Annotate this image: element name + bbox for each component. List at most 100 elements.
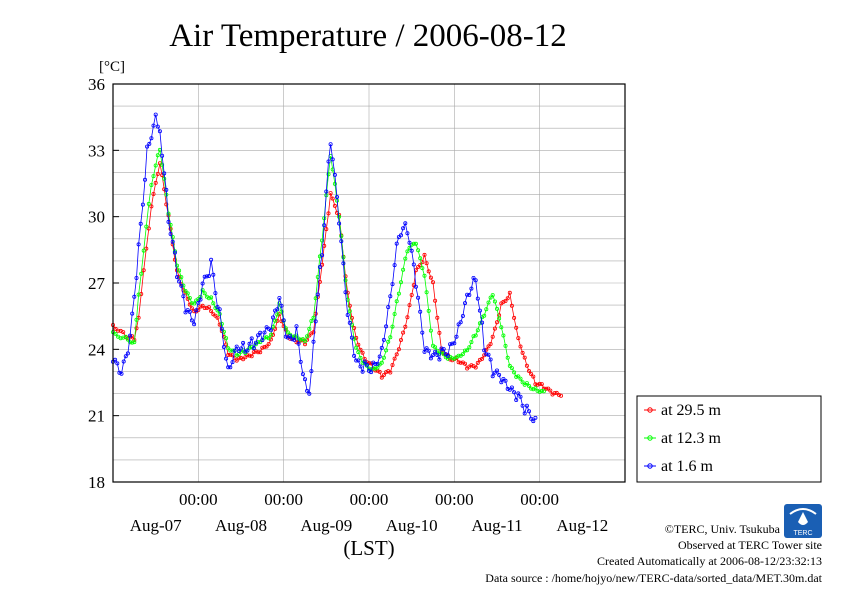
data-point (192, 301, 197, 306)
data-point (166, 211, 171, 216)
data-point (139, 271, 144, 276)
data-point (224, 356, 229, 361)
data-point (309, 331, 314, 336)
data-point (435, 352, 440, 357)
data-point (482, 353, 487, 358)
data-point (450, 356, 455, 361)
data-point (153, 180, 158, 185)
data-point (356, 358, 361, 363)
data-point (403, 221, 408, 226)
data-point (529, 386, 534, 391)
data-point (354, 358, 359, 363)
data-point (356, 342, 361, 347)
data-point (204, 305, 209, 310)
data-point (494, 368, 499, 373)
legend-label: at 1.6 m (661, 458, 714, 475)
data-point (375, 361, 380, 366)
data-point (140, 202, 145, 207)
data-point (503, 378, 508, 383)
data-point (347, 309, 352, 314)
data-point (136, 242, 141, 247)
data-point (247, 341, 252, 346)
data-point (401, 226, 406, 231)
data-point (213, 313, 218, 318)
y-tick-label: 36 (88, 75, 105, 94)
data-point (262, 344, 267, 349)
data-point (386, 305, 391, 310)
series-layer (111, 112, 564, 424)
data-point (247, 353, 252, 358)
data-point (411, 241, 416, 246)
data-point (518, 376, 523, 381)
data-point (153, 163, 158, 168)
data-point (456, 322, 461, 327)
data-point (115, 361, 120, 366)
data-point (241, 340, 246, 345)
data-point (516, 391, 521, 396)
y-tick-label: 24 (88, 340, 106, 359)
data-point (428, 328, 433, 333)
data-point (462, 348, 467, 353)
data-point (341, 261, 346, 266)
data-point (174, 263, 179, 268)
data-point (505, 296, 510, 301)
data-point (401, 330, 406, 335)
data-point (185, 296, 190, 301)
data-point (456, 353, 461, 358)
data-point (537, 389, 542, 394)
data-point (439, 346, 444, 351)
data-point (349, 335, 354, 340)
data-point (174, 275, 179, 280)
data-point (194, 308, 199, 313)
data-point (125, 351, 130, 356)
data-point (228, 352, 233, 357)
date-label: Aug-11 (471, 516, 522, 535)
data-point (206, 296, 211, 301)
data-point (146, 201, 151, 206)
data-point (441, 352, 446, 357)
created-text: Created Automatically at 2006-08-12/23:3… (597, 554, 822, 568)
data-point (128, 340, 133, 345)
data-point (339, 239, 344, 244)
terc-logo: TERC (784, 504, 822, 538)
data-point (486, 352, 491, 357)
data-point (132, 340, 137, 345)
data-point (166, 219, 171, 224)
x-tick-label: 00:00 (264, 490, 303, 509)
data-point (488, 357, 493, 362)
date-label: Aug-07 (130, 516, 182, 535)
data-point (424, 261, 429, 266)
data-point (388, 370, 393, 375)
data-point (313, 319, 318, 324)
data-point (473, 365, 478, 370)
data-point (420, 266, 425, 271)
data-point (354, 345, 359, 350)
data-point (142, 177, 147, 182)
data-point (426, 308, 431, 313)
data-point (422, 349, 427, 354)
data-point (507, 363, 512, 368)
data-point (437, 357, 442, 362)
data-point (556, 392, 561, 397)
data-point (424, 346, 429, 351)
data-point (324, 227, 329, 232)
data-point (256, 340, 261, 345)
data-point (527, 368, 532, 373)
data-point (288, 333, 293, 338)
data-point (520, 350, 525, 355)
data-point (162, 176, 167, 181)
data-point (121, 330, 126, 335)
data-point (273, 318, 278, 323)
data-point (200, 288, 205, 293)
data-point (407, 303, 412, 308)
data-point (187, 309, 192, 314)
data-point (492, 370, 497, 375)
data-point (337, 214, 342, 219)
data-point (411, 262, 416, 267)
data-point (467, 345, 472, 350)
data-point (170, 239, 175, 244)
data-point (258, 330, 263, 335)
data-point (377, 354, 382, 359)
data-point (260, 338, 265, 343)
data-point (153, 112, 158, 117)
